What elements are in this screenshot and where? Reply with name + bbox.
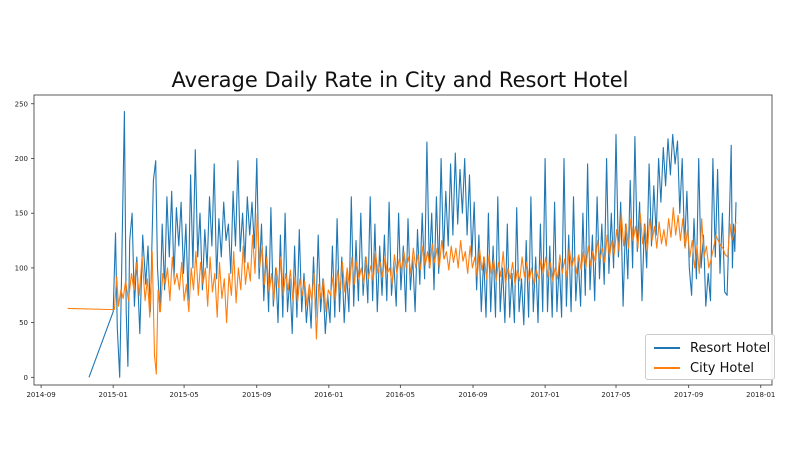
x-tick-label: 2017-05	[601, 391, 630, 399]
y-tick-label: 200	[15, 155, 28, 163]
x-tick-label: 2017-01	[530, 391, 559, 399]
x-tick-label: 2016-09	[458, 391, 487, 399]
series-line-city-hotel	[67, 207, 737, 375]
x-tick-label: 2015-01	[99, 391, 128, 399]
legend: Resort Hotel City Hotel	[645, 334, 775, 380]
series-line-resort-hotel	[88, 110, 737, 378]
x-tick-label: 2018-01	[746, 391, 775, 399]
y-tick-label: 50	[19, 319, 28, 327]
legend-swatch-city	[654, 367, 680, 369]
chart-title: Average Daily Rate in City and Resort Ho…	[171, 68, 629, 92]
legend-item-city: City Hotel	[654, 358, 754, 378]
y-tick-label: 0	[24, 374, 28, 382]
y-tick-label: 100	[15, 264, 28, 272]
legend-item-resort: Resort Hotel	[654, 338, 770, 358]
axes-frame	[33, 94, 773, 386]
x-tick-label: 2017-09	[674, 391, 703, 399]
y-tick-label: 150	[15, 210, 28, 218]
x-tick-label: 2016-05	[386, 391, 415, 399]
x-tick-label: 2014-09	[26, 391, 55, 399]
x-tick-label: 2016-01	[314, 391, 343, 399]
x-tick-label: 2015-05	[169, 391, 198, 399]
y-tick-label: 250	[15, 100, 28, 108]
legend-label-resort: Resort Hotel	[690, 340, 771, 356]
x-tick-label: 2015-09	[242, 391, 271, 399]
legend-label-city: City Hotel	[690, 360, 755, 376]
legend-swatch-resort	[654, 347, 680, 349]
